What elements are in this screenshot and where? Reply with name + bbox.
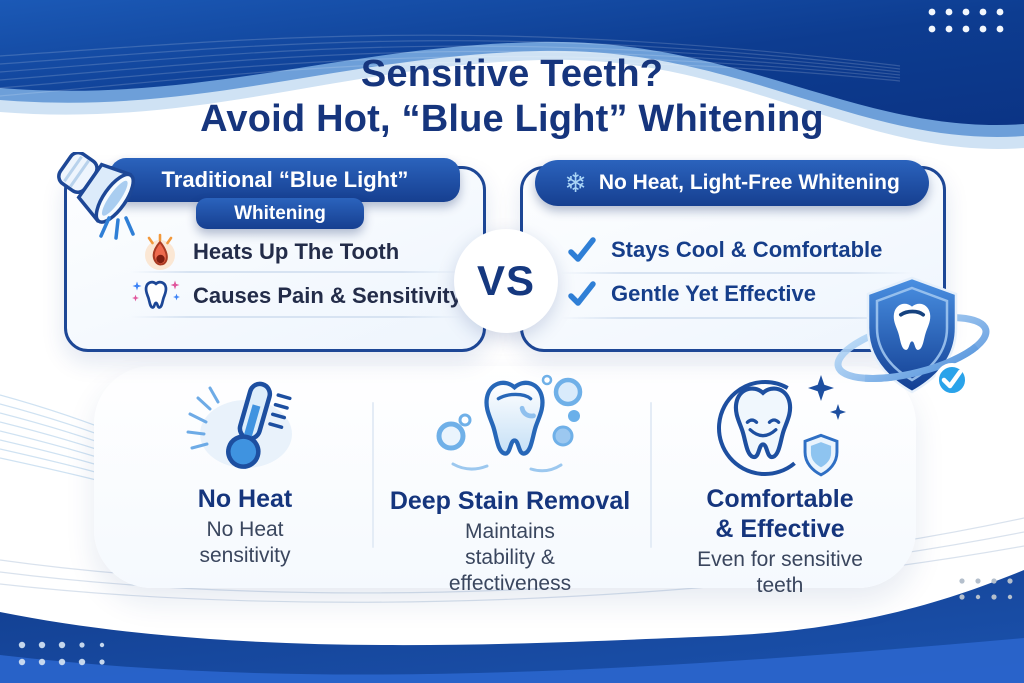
check-icon xyxy=(568,281,596,306)
traditional-card-header-line-2: Whitening xyxy=(196,198,364,229)
check-icon xyxy=(568,237,596,262)
feature-deep-stain-removal: Deep Stain Removal Maintains stability &… xyxy=(380,372,640,597)
column-divider xyxy=(372,402,374,548)
dot-grid-bottom-left xyxy=(18,641,105,666)
hot-tooth-icon xyxy=(145,233,175,270)
page-title: Sensitive Teeth? Avoid Hot, “Blue Light”… xyxy=(0,52,1024,142)
bullet-text: Stays Cool & Comfortable xyxy=(611,237,883,262)
feature-title: No Heat xyxy=(197,485,293,513)
page-title-line-2: Avoid Hot, “Blue Light” Whitening xyxy=(200,98,824,140)
bullet-separator xyxy=(130,271,462,273)
dot-grid-bottom-right xyxy=(959,578,1013,600)
traditional-card-header: Traditional “Blue Light” xyxy=(110,158,460,202)
column-divider xyxy=(650,402,652,548)
bullet-separator xyxy=(560,317,912,319)
traditional-header-line-1: Traditional “Blue Light” xyxy=(161,167,409,192)
page-title-line-1: Sensitive Teeth? xyxy=(360,53,664,95)
deep-clean-tooth-icon xyxy=(436,374,583,473)
feature-title: Deep Stain Removal xyxy=(389,487,631,515)
vs-badge: VS xyxy=(454,229,558,333)
bullet-text: Gentle Yet Effective xyxy=(611,281,817,306)
bullet-causes-pain: Causes Pain & Sensitivity xyxy=(132,276,462,316)
bullet-gentle-effective: Gentle Yet Effective xyxy=(566,278,816,310)
feature-title: Comfortable & Effective xyxy=(706,485,854,543)
feature-comfortable-effective: Comfortable & Effective Even for sensiti… xyxy=(655,374,905,599)
bullet-text: Heats Up The Tooth xyxy=(193,239,400,264)
bullet-separator xyxy=(130,316,462,318)
feature-desc: Maintains stability & effectiveness xyxy=(448,520,572,595)
feature-no-heat: No Heat No Heat sensitivity xyxy=(120,378,370,569)
no-heat-thermometer-icon xyxy=(186,381,292,469)
no-heat-card-header: ❄ No Heat, Light-Free Whitening xyxy=(535,160,929,206)
sensitive-tooth-icon xyxy=(132,280,180,309)
feature-desc: No Heat sensitivity xyxy=(199,518,291,567)
bullet-text: Causes Pain & Sensitivity xyxy=(193,283,462,308)
feature-desc: Even for sensitive teeth xyxy=(697,548,863,597)
bullet-heats-up: Heats Up The Tooth xyxy=(140,232,399,272)
snowflake-icon: ❄ xyxy=(564,167,587,199)
bullet-stays-cool: Stays Cool & Comfortable xyxy=(566,234,882,266)
no-heat-header-text: No Heat, Light-Free Whitening xyxy=(598,171,900,194)
bullet-separator xyxy=(560,272,912,274)
blue-light-lamp-icon xyxy=(57,152,135,240)
dot-grid-top-right xyxy=(928,8,1004,33)
protected-tooth-icon xyxy=(717,375,846,477)
shield-tooth-badge-icon xyxy=(834,276,990,397)
